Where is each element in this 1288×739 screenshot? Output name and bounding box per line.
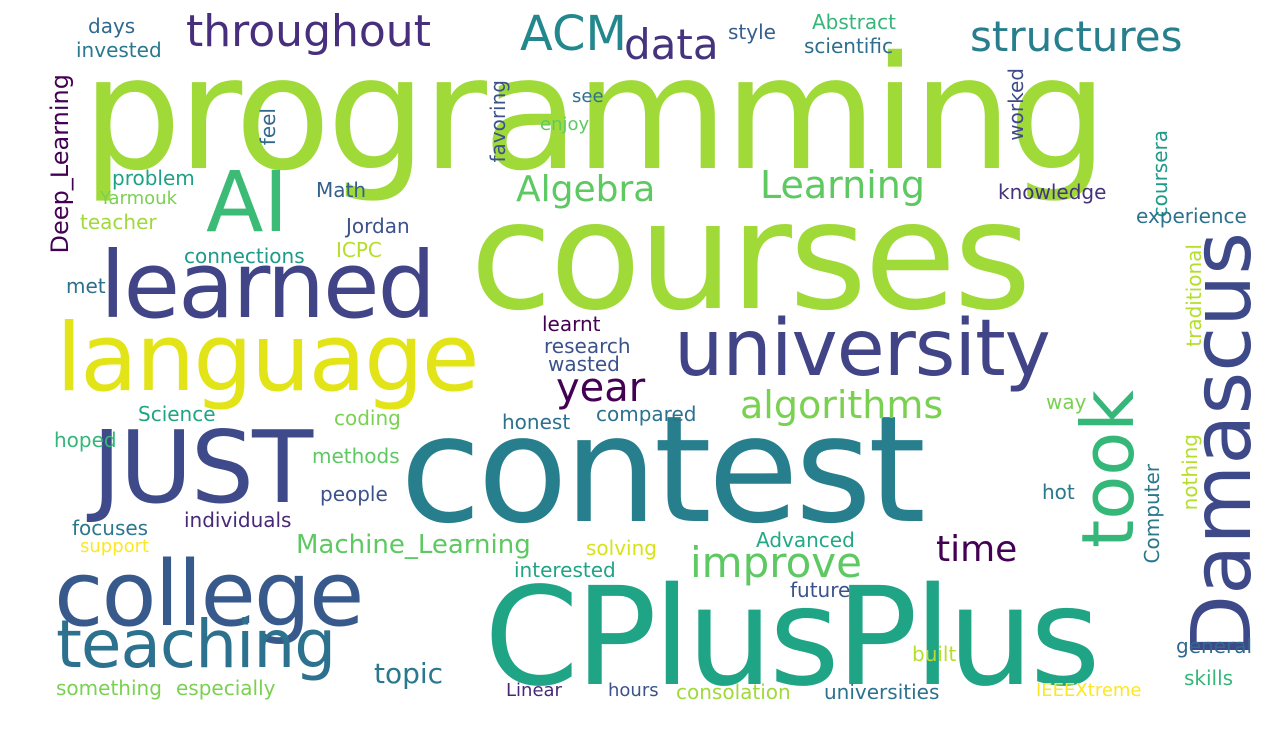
word-favoring: favoring [486,80,510,163]
word-time: time [936,529,1018,570]
word-something: something [56,676,162,700]
word-days: days [88,14,136,38]
word-jordan: Jordan [346,214,410,238]
word-see: see [572,86,604,107]
word-way: way [1046,390,1087,414]
word-teacher: teacher [80,210,157,234]
word-feel: feel [256,108,280,146]
word-consolation: consolation [676,680,791,704]
word-hoped: hoped [54,428,117,452]
word-general: general [1176,634,1253,658]
word-teaching: teaching [56,606,336,683]
word-year: year [556,365,646,411]
word-compared: compared [596,402,697,426]
word-data: data [624,20,719,69]
word-wasted: wasted [548,352,620,376]
word-knowledge: knowledge [998,180,1107,204]
word-methods: methods [312,444,400,468]
word-support: support [80,536,150,557]
word-research: research [544,334,631,358]
word-invested: invested [76,38,162,62]
word-throughout: throughout [186,6,431,57]
word-individuals: individuals [184,508,292,532]
word-learned: learned [100,232,436,339]
word-problem: problem [112,166,195,190]
word-people: people [320,482,388,506]
word-topic: topic [374,657,444,690]
word-structures: structures [970,12,1183,61]
word-especially: especially [176,676,276,700]
word-hot: hot [1042,480,1075,504]
word-university: university [674,304,1051,394]
word-programming: programming [82,23,1108,206]
word-coding: coding [334,406,401,430]
word-language: language [56,304,480,413]
word-math: Math [316,178,367,202]
word-machine-learning: Machine_Learning [296,530,531,560]
word-courses: courses [470,170,1032,344]
word-learnt: learnt [542,312,601,336]
word-contest: contest [400,384,926,556]
word-college: college [54,542,364,647]
word-improve: improve [690,538,862,587]
word-algorithms: algorithms [740,383,944,427]
word-worked: worked [1004,68,1028,141]
word-computer: Computer [1140,464,1164,564]
word-acm: ACM [520,6,627,62]
word-icpc: ICPC [336,238,382,262]
word-just: JUST [92,409,313,526]
word-abstract: Abstract [812,10,896,34]
word-interested: interested [514,558,616,582]
word-experience: experience [1136,204,1247,228]
word-hours: hours [608,680,659,701]
word-enjoy: enjoy [540,114,590,135]
word-science: Science [138,402,216,426]
word-solving: solving [586,536,657,560]
word-nothing: nothing [1178,434,1202,511]
word-style: style [728,20,776,44]
word-scientific: scientific [804,34,893,58]
word-honest: honest [502,410,571,434]
word-linear: Linear [506,680,562,701]
word-deep-learning: Deep_Learning [46,74,74,254]
word-future: future [790,578,851,602]
word-ieeextreme: IEEEXtreme [1036,680,1142,701]
word-skills: skills [1184,666,1234,690]
word-advanced: Advanced [756,528,855,552]
word-learning: Learning [760,163,925,207]
word-ai: AI [206,153,289,251]
word-traditional: traditional [1182,244,1206,347]
word-focuses: focuses [72,516,149,540]
word-built: built [912,642,957,666]
word-universities: universities [824,680,940,704]
word-yarmouk: Yarmouk [100,188,178,209]
word-connections: connections [184,244,305,268]
word-algebra: Algebra [516,169,656,210]
word-met: met [66,274,106,298]
word-cplusplus: CPlusPlus [484,559,1101,717]
